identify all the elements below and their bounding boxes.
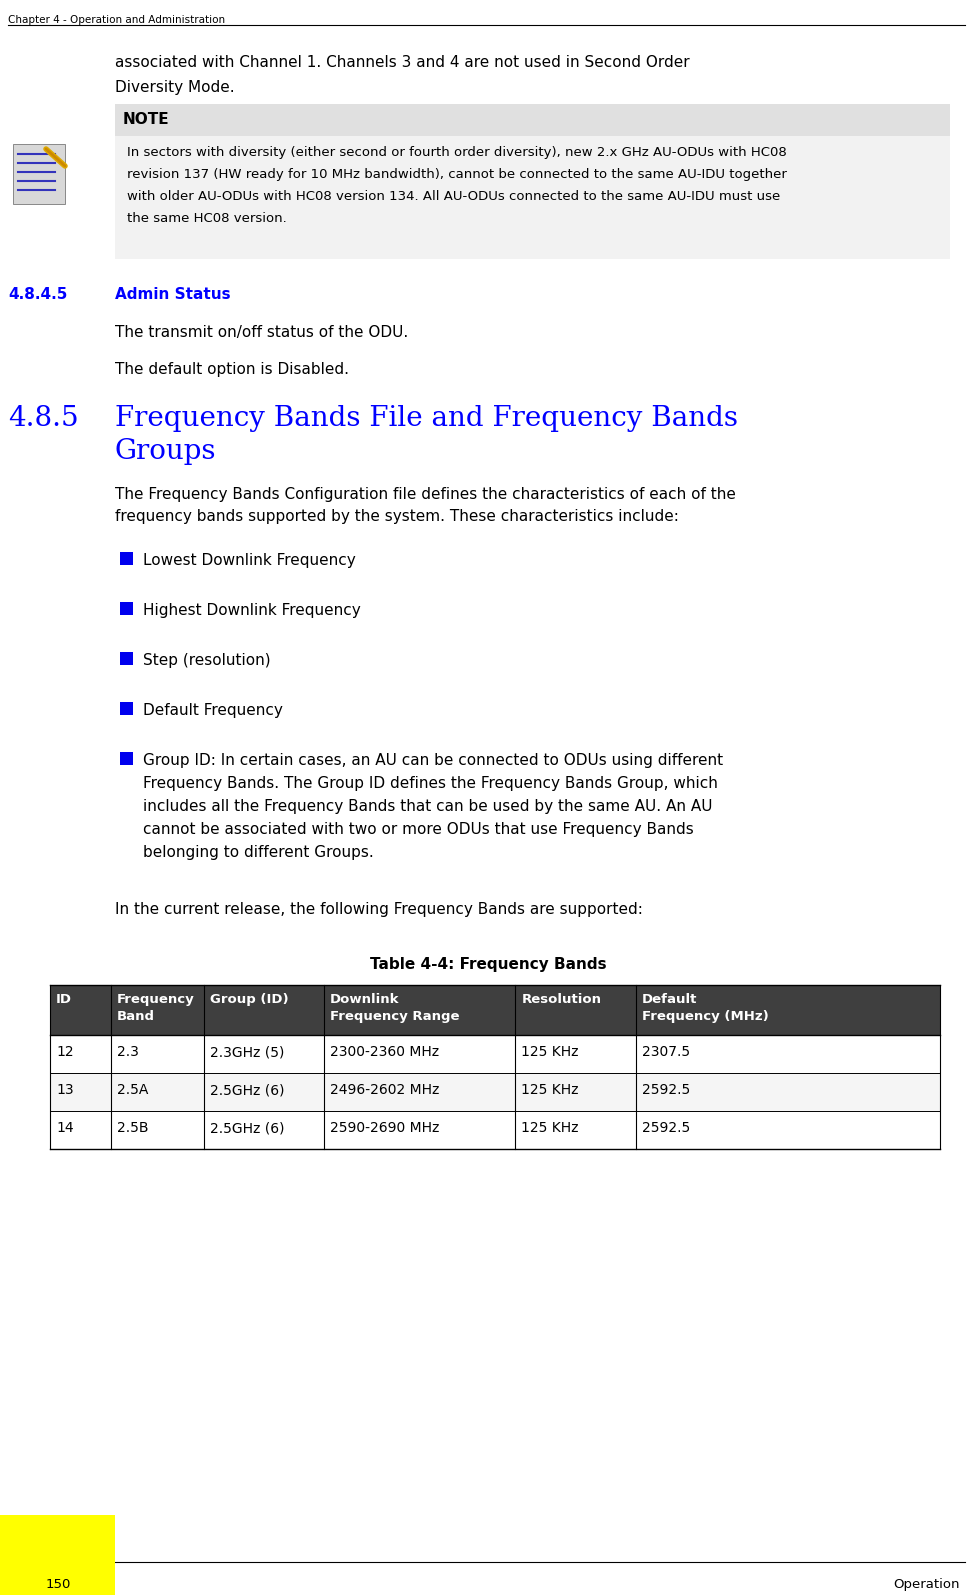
Text: 2.3GHz (5): 2.3GHz (5) [210,1045,284,1059]
Bar [13,144,65,204]
Text: associated with Channel 1. Channels 3 and 4 are not used in Second Order: associated with Channel 1. Channels 3 an… [115,54,690,70]
Text: Lowest Downlink Frequency: Lowest Downlink Frequency [143,553,356,568]
Text: Resolution: Resolution [522,994,602,1006]
Text: the same HC08 version.: the same HC08 version. [127,212,287,225]
Text: 4.8.5: 4.8.5 [8,405,78,432]
Text: Frequency Bands File and Frequency Bands: Frequency Bands File and Frequency Bands [115,405,738,432]
Text: Frequency (MHz): Frequency (MHz) [642,1010,768,1022]
Text: Step (resolution): Step (resolution) [143,652,271,668]
Bar [50,1035,940,1073]
Text: Chapter 4 - Operation and Administration: Chapter 4 - Operation and Administration [8,14,225,26]
Text: 12: 12 [56,1045,73,1059]
Bar [120,552,133,565]
Text: 13: 13 [56,1083,73,1097]
Text: 125 KHz: 125 KHz [522,1045,579,1059]
Text: 150: 150 [45,1577,70,1590]
Text: NOTE: NOTE [123,112,170,128]
Text: Groups: Groups [115,439,217,466]
Text: 2300-2360 MHz: 2300-2360 MHz [330,1045,440,1059]
Text: revision 137 (HW ready for 10 MHz bandwidth), cannot be connected to the same AU: revision 137 (HW ready for 10 MHz bandwi… [127,167,786,180]
Text: In sectors with diversity (either second or fourth order diversity), new 2.x GHz: In sectors with diversity (either second… [127,147,786,160]
Text: Operation: Operation [894,1577,960,1590]
Text: 125 KHz: 125 KHz [522,1083,579,1097]
Text: Group (ID): Group (ID) [210,994,288,1006]
Text: frequency bands supported by the system. These characteristics include:: frequency bands supported by the system.… [115,509,679,525]
Text: 2.3: 2.3 [116,1045,139,1059]
Bar [120,652,133,665]
Text: Group ID: In certain cases, an AU can be connected to ODUs using different: Group ID: In certain cases, an AU can be… [143,753,723,769]
Text: Band: Band [116,1010,154,1022]
Text: with older AU-ODUs with HC08 version 134. All AU-ODUs connected to the same AU-I: with older AU-ODUs with HC08 version 134… [127,190,781,203]
Text: 2590-2690 MHz: 2590-2690 MHz [330,1121,440,1136]
Text: Diversity Mode.: Diversity Mode. [115,80,234,96]
Bar [120,702,133,715]
Text: The transmit on/off status of the ODU.: The transmit on/off status of the ODU. [115,325,408,340]
Text: 2307.5: 2307.5 [642,1045,690,1059]
Bar [120,601,133,616]
Text: In the current release, the following Frequency Bands are supported:: In the current release, the following Fr… [115,903,643,917]
Text: 2592.5: 2592.5 [642,1121,690,1136]
Bar [50,1112,940,1148]
Bar [0,1515,115,1595]
Text: The Frequency Bands Configuration file defines the characteristics of each of th: The Frequency Bands Configuration file d… [115,486,736,502]
Bar [50,1073,940,1112]
Bar [115,136,950,258]
Text: includes all the Frequency Bands that can be used by the same AU. An AU: includes all the Frequency Bands that ca… [143,799,712,813]
Text: Downlink: Downlink [330,994,400,1006]
Text: ID: ID [56,994,72,1006]
Text: Frequency Range: Frequency Range [330,1010,459,1022]
Text: 2496-2602 MHz: 2496-2602 MHz [330,1083,440,1097]
Text: Admin Status: Admin Status [115,287,231,301]
Text: The default option is Disabled.: The default option is Disabled. [115,362,349,376]
Text: Default Frequency: Default Frequency [143,703,283,718]
Text: Frequency Bands. The Group ID defines the Frequency Bands Group, which: Frequency Bands. The Group ID defines th… [143,777,718,791]
Text: 2.5GHz (6): 2.5GHz (6) [210,1121,284,1136]
Text: 2.5A: 2.5A [116,1083,148,1097]
Text: 2592.5: 2592.5 [642,1083,690,1097]
Bar [50,986,940,1035]
Text: Highest Downlink Frequency: Highest Downlink Frequency [143,603,361,617]
Text: belonging to different Groups.: belonging to different Groups. [143,845,374,860]
Text: 125 KHz: 125 KHz [522,1121,579,1136]
Text: Default: Default [642,994,697,1006]
Text: 2.5GHz (6): 2.5GHz (6) [210,1083,284,1097]
Text: cannot be associated with two or more ODUs that use Frequency Bands: cannot be associated with two or more OD… [143,821,694,837]
Bar [115,104,950,136]
Text: Table 4-4: Frequency Bands: Table 4-4: Frequency Bands [370,957,607,971]
Text: 4.8.4.5: 4.8.4.5 [8,287,67,301]
Text: Frequency: Frequency [116,994,194,1006]
Text: 2.5B: 2.5B [116,1121,149,1136]
Text: 14: 14 [56,1121,73,1136]
Bar [120,751,133,766]
